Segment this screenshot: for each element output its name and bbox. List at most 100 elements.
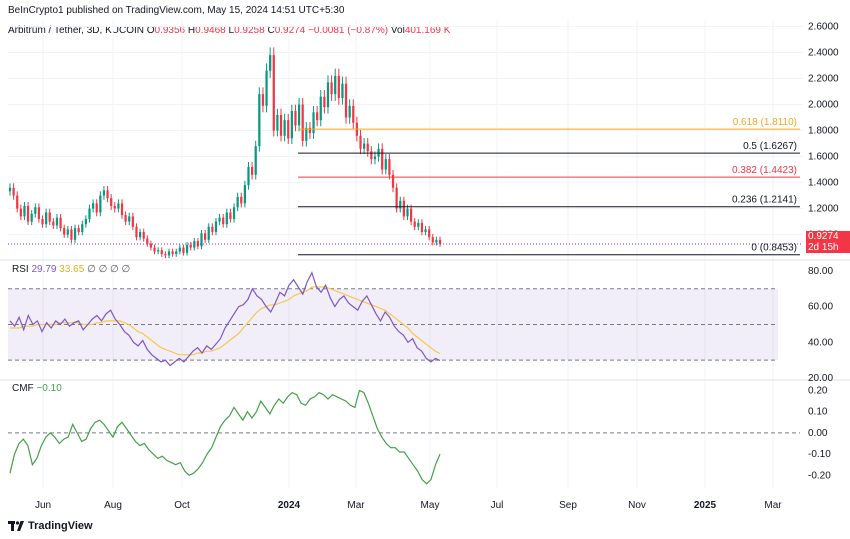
candle (294, 104, 297, 132)
candle (19, 204, 22, 221)
candle (435, 236, 438, 246)
candle-body (222, 217, 225, 225)
candle-body (128, 216, 131, 222)
x-tick-label: 2024 (278, 500, 301, 511)
candle (258, 87, 261, 152)
candle (214, 218, 218, 236)
candle (352, 99, 355, 129)
candle-body (330, 82, 333, 95)
candle (377, 143, 380, 162)
x-tick-label: Jul (491, 500, 504, 511)
candle (391, 170, 395, 193)
candle-body (84, 218, 88, 225)
rsi-value: 29.79 (31, 264, 57, 275)
candle-body (19, 208, 22, 217)
candle-body (48, 212, 51, 222)
x-tick-label: Mar (764, 500, 782, 511)
candle (236, 192, 239, 212)
candle (55, 214, 59, 229)
price-tick-label: 1.4000 (808, 178, 839, 189)
rsi-tick-label: 40.00 (808, 337, 833, 348)
candle (247, 162, 250, 190)
candle (272, 47, 275, 137)
candle-body (12, 187, 15, 196)
candle-body (399, 200, 402, 209)
candle-body (135, 226, 138, 238)
high-key: H (187, 25, 196, 36)
candle (73, 224, 77, 243)
fib-level-label: 0.382 (1.4423) (732, 165, 797, 176)
volume-value: 401.169 K (404, 25, 451, 36)
candle-body (250, 166, 254, 175)
cmf-line (9, 389, 441, 485)
last-price-value: 0.9274 (808, 231, 839, 242)
candle (23, 202, 26, 221)
candle-body (124, 215, 127, 222)
candle-body (175, 251, 178, 255)
candle (146, 235, 149, 247)
candle (362, 138, 366, 155)
candle-body (211, 226, 214, 232)
footer-brand[interactable]: TradingView (8, 520, 93, 532)
candle-body (142, 231, 145, 239)
candle (207, 223, 210, 243)
candle-body (265, 70, 268, 106)
candle (218, 214, 221, 226)
rsi-tick-label: 80.00 (808, 266, 833, 277)
candle-body (247, 166, 250, 186)
candle-body (30, 213, 33, 222)
candle-body (110, 198, 113, 206)
candle (287, 114, 290, 145)
candle (171, 248, 174, 257)
price-tick-label: 2.6000 (808, 22, 839, 33)
candle (99, 191, 102, 217)
candle-body (52, 221, 55, 226)
candle (243, 180, 246, 208)
candle (381, 143, 384, 175)
footer-brand-text: TradingView (28, 520, 93, 532)
candle (52, 218, 55, 229)
candle-body (37, 207, 41, 219)
candle (323, 90, 326, 114)
x-tick-label: Nov (628, 500, 646, 511)
candle (337, 68, 340, 105)
candle (66, 226, 69, 238)
candle (326, 75, 330, 114)
x-tick-label: Sep (559, 500, 577, 511)
cmf-legend: CMF −0.10 (12, 383, 62, 394)
candle-body (283, 120, 286, 136)
candle-body (287, 120, 290, 139)
candle-body (200, 233, 203, 247)
candle-body (391, 174, 395, 188)
candle (26, 202, 30, 226)
candle-body (279, 114, 283, 136)
candle (409, 204, 413, 226)
candle (222, 214, 225, 228)
candle (120, 199, 124, 219)
symbol-name: Arbitrum / Tether, 3D, KUCOIN (8, 25, 144, 36)
candle-body (16, 195, 19, 209)
candle (395, 183, 398, 213)
candle (153, 244, 156, 255)
candle-body (409, 208, 413, 222)
candle-body (326, 82, 330, 108)
candle-body (370, 151, 373, 160)
volume-key: Vol (390, 25, 405, 36)
candle-body (160, 250, 163, 255)
candle-body (417, 222, 420, 227)
x-tick-label: Mar (347, 500, 365, 511)
cmf-tick-label: -0.20 (808, 470, 831, 481)
candle (301, 98, 304, 147)
candle (178, 244, 181, 255)
candle-body (352, 105, 355, 123)
candle-body (138, 231, 142, 238)
candle-body (272, 55, 275, 131)
candle-body (334, 75, 337, 95)
candle (424, 226, 427, 236)
candle-body (185, 244, 189, 253)
rsi-tick-label: 60.00 (808, 302, 833, 313)
candle (124, 211, 127, 226)
price-tick-label: 1.2000 (808, 204, 839, 215)
candle-body (232, 207, 236, 219)
